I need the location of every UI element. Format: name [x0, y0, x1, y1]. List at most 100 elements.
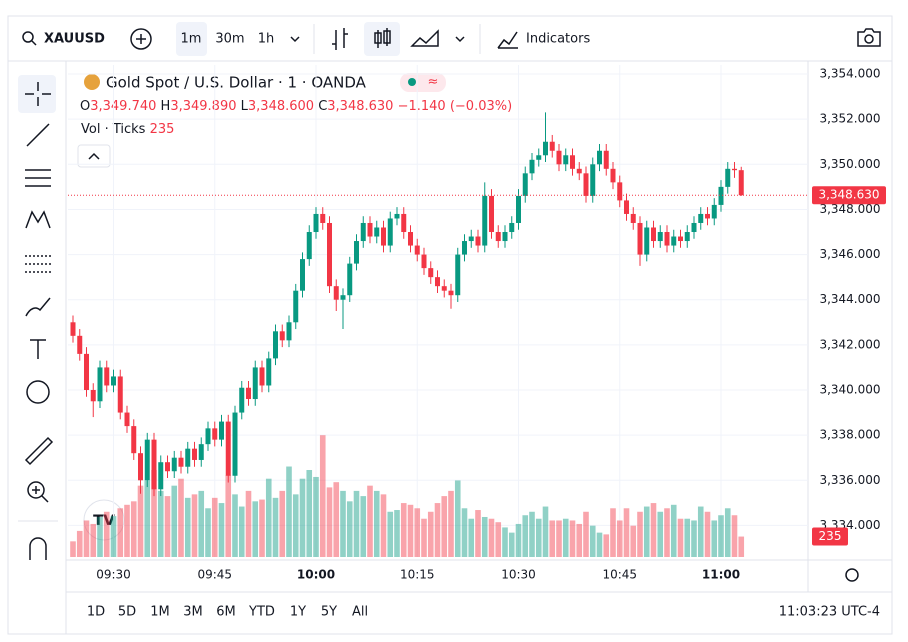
volume-bar — [468, 518, 475, 557]
candle-body — [725, 168, 731, 187]
candle-body — [624, 200, 629, 214]
y-tick-label: 3,340.000 — [819, 382, 880, 396]
fib-tool[interactable] — [25, 169, 51, 187]
volume-bar — [333, 482, 340, 557]
volume-bar — [299, 478, 306, 557]
zoom-tool[interactable] — [27, 481, 45, 499]
volume-bar — [508, 532, 515, 557]
volume-bar — [488, 518, 495, 557]
volume-bar — [373, 490, 380, 557]
candle-body — [70, 322, 76, 336]
snapshot[interactable] — [857, 28, 881, 47]
candle-body — [671, 236, 677, 246]
volume-bar — [704, 511, 711, 557]
interval[interactable]: 1m — [181, 32, 202, 47]
trendline-tool[interactable] — [26, 123, 50, 147]
symbol[interactable]: XAUUSD — [44, 32, 105, 47]
volume-bar — [427, 511, 434, 557]
volume-bar — [738, 536, 745, 557]
range-button[interactable]: 1M — [150, 605, 170, 620]
indicators-button[interactable]: Indicators — [526, 32, 590, 47]
y-tick-label: 3,352.000 — [819, 112, 880, 126]
candle-body — [529, 159, 535, 174]
chart-type-dropdown[interactable] — [455, 36, 465, 43]
volume-bar — [326, 487, 333, 557]
symbol-search[interactable]: XAUUSD — [22, 31, 105, 47]
candle-body — [738, 170, 744, 196]
projection-tool[interactable] — [25, 255, 51, 273]
magnet-tool[interactable] — [29, 537, 47, 560]
volume-bar — [90, 523, 97, 557]
candle-body — [219, 421, 224, 440]
interval-dropdown[interactable] — [290, 36, 300, 43]
candle-body — [664, 232, 670, 246]
volume-bar — [353, 490, 360, 557]
interval[interactable]: 1h — [258, 32, 275, 47]
candle-type[interactable] — [374, 28, 391, 48]
add-symbol[interactable] — [130, 28, 152, 50]
volume-bar — [448, 490, 454, 557]
low-value: 3,348.600 — [248, 99, 314, 114]
volume-bar — [387, 511, 394, 557]
volume-bar — [583, 511, 589, 557]
range-button[interactable]: 6M — [216, 605, 236, 620]
plot: 3,354.0003,352.0003,350.0003,348.0003,34… — [68, 65, 886, 582]
candle-body — [394, 213, 400, 219]
range-button[interactable]: YTD — [248, 605, 275, 620]
x-tick-label: 10:00 — [297, 568, 335, 582]
volume-bar — [711, 520, 718, 557]
candle-body — [603, 150, 609, 169]
icon-tool[interactable] — [26, 380, 50, 404]
range-button[interactable]: 1D — [87, 605, 105, 620]
range-button[interactable]: 5D — [118, 605, 136, 620]
range-button[interactable]: 1Y — [290, 605, 306, 620]
candle-body — [455, 254, 461, 296]
volume-bar — [542, 506, 549, 557]
crosshair-tool[interactable] — [25, 82, 51, 106]
range-button[interactable]: 5Y — [321, 605, 337, 620]
candle-body — [435, 277, 440, 287]
measure-tool[interactable] — [24, 436, 54, 466]
status-pill[interactable] — [400, 73, 446, 92]
candle-body — [273, 331, 278, 359]
range-button[interactable]: All — [352, 605, 368, 620]
candle-body — [583, 173, 589, 196]
volume-bar — [279, 490, 286, 557]
x-tick-label: 09:30 — [96, 568, 131, 582]
high-key: H — [161, 99, 171, 114]
volume-bar — [475, 510, 481, 557]
interval[interactable]: 30m — [215, 32, 244, 47]
candle-body — [279, 331, 285, 341]
candle-body — [414, 245, 420, 255]
candle-body — [144, 439, 150, 481]
brush-tool[interactable] — [25, 297, 51, 317]
volume-bar — [232, 494, 238, 557]
candle-body — [448, 290, 454, 296]
range-button[interactable]: 3M — [183, 605, 203, 620]
pattern-tool[interactable] — [25, 210, 51, 229]
volume-bar — [340, 490, 346, 557]
candle-body — [192, 448, 197, 460]
text-tool[interactable] — [30, 339, 46, 359]
bar-type[interactable] — [332, 28, 348, 50]
candle-body — [495, 232, 501, 242]
volume-bar — [461, 508, 468, 557]
volume-bar — [697, 506, 704, 557]
area-type[interactable] — [410, 29, 439, 47]
candle-body — [516, 195, 521, 223]
open-key: O — [80, 99, 90, 114]
volume-bar — [103, 511, 110, 557]
volume-bar — [657, 511, 664, 557]
candle-body — [732, 168, 737, 171]
indicators-icon[interactable] — [497, 31, 518, 49]
candle-body — [698, 213, 704, 223]
volume-bar — [117, 508, 124, 557]
settings[interactable] — [845, 568, 859, 582]
candle-body — [185, 448, 191, 467]
collapse-legend[interactable] — [77, 144, 111, 168]
candle-body — [131, 426, 137, 454]
candle-body — [711, 204, 717, 219]
low-key: L — [241, 99, 249, 114]
candle-body — [401, 213, 407, 233]
